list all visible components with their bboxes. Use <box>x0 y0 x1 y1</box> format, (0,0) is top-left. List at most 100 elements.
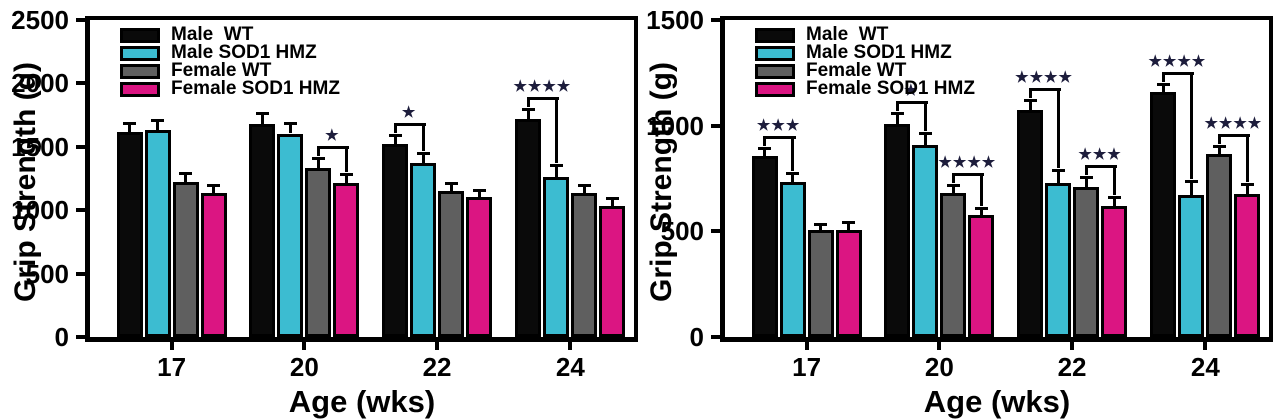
error-bar-cap <box>842 220 856 224</box>
error-bar-cap <box>416 152 430 156</box>
y-axis-title: Grip Strength (g) <box>645 62 678 302</box>
error-bar-cap <box>1212 144 1226 148</box>
error-bar-cap <box>605 197 619 201</box>
significance-bracket <box>1163 71 1195 75</box>
error-bar <box>1161 85 1165 92</box>
x-tick-label: 22 <box>422 352 452 382</box>
significance-bracket <box>1219 133 1251 137</box>
error-bar-cap <box>890 112 904 116</box>
legend-label: Female SOD1 HMZ <box>171 78 340 99</box>
error-bar-cap <box>1107 196 1121 200</box>
significance-stars: ★ <box>401 104 417 122</box>
error-bar <box>260 115 264 124</box>
bar-male-wt-24 <box>515 118 542 337</box>
error-bar <box>582 186 586 194</box>
bar-male-sod1-hmz-20 <box>912 144 939 337</box>
x-tick-label: 20 <box>289 352 319 382</box>
error-bar <box>1084 178 1088 187</box>
significance-bracket-arm <box>554 96 558 164</box>
bar-male-wt-20 <box>884 123 911 337</box>
error-bar-cap <box>814 223 828 227</box>
significance-bracket-arm <box>1056 88 1060 169</box>
legend-row: Male SOD1 HMZ <box>755 43 975 62</box>
significance-bracket-arm <box>1245 133 1249 182</box>
x-tick-mark <box>169 342 174 350</box>
error-bar-cap <box>549 164 563 168</box>
y-tick-label: 500 <box>25 258 69 289</box>
y-tick-label: 1500 <box>11 131 69 162</box>
plot-area: ★ ★ ★★★★ <box>85 16 638 342</box>
legend-swatch-female-wt <box>120 63 160 79</box>
error-bar <box>895 115 899 124</box>
legend: Male WT Male SOD1 HMZ Female WT Female SOD1… <box>120 24 340 99</box>
bar-male-wt-22 <box>382 144 409 337</box>
significance-bracket-arm <box>895 101 899 112</box>
y-tick-label: 1000 <box>646 110 704 141</box>
error-bar <box>763 149 767 157</box>
y-tick-label: 0 <box>689 322 704 352</box>
significance-bracket <box>764 135 796 139</box>
significance-stars: ★★★★ <box>1204 114 1263 132</box>
grip-strength-chart-right: Grip Strength (g) ★★★ ★ ★★★★ ★★★★ ★★★ ★★★★ ★★★… <box>640 0 1280 419</box>
significance-bracket-arm <box>763 135 767 146</box>
x-tick-label: 24 <box>555 352 585 382</box>
y-tick-mark <box>76 335 85 339</box>
error-bar-cap <box>388 134 402 138</box>
error-bar-cap <box>179 171 193 175</box>
error-bar <box>819 226 823 231</box>
legend-swatch-male-wt <box>120 27 160 43</box>
legend-label: Male WT <box>171 24 254 45</box>
error-bar-cap <box>255 112 269 116</box>
bar-female-wt-17 <box>807 230 834 337</box>
error-bar <box>477 191 481 197</box>
bar-female-sod1-hmz-24 <box>1234 194 1261 337</box>
x-tick-label: 20 <box>924 352 954 382</box>
x-tick-label: 17 <box>792 352 822 382</box>
bar-male-sod1-hmz-17 <box>144 129 171 337</box>
error-bar-cap <box>339 172 353 176</box>
error-bar-cap <box>123 121 137 125</box>
bar-female-sod1-hmz-20 <box>968 215 995 337</box>
significance-stars: ★★★★ <box>938 153 997 171</box>
significance-stars: ★★★★ <box>1015 69 1073 87</box>
y-tick-label: 0 <box>54 322 69 352</box>
y-tick-mark <box>76 271 85 276</box>
legend-label: Male WT <box>806 24 889 45</box>
error-bar <box>1217 147 1221 155</box>
bar-female-wt-20 <box>305 167 332 337</box>
significance-bracket-arm <box>923 101 927 132</box>
error-bar-cap <box>1023 99 1037 103</box>
significance-bracket <box>953 172 985 176</box>
y-tick-mark <box>711 18 720 22</box>
x-tick-label: 24 <box>1190 352 1220 382</box>
bar-female-wt-17 <box>172 181 199 337</box>
legend-label: Female WT <box>171 60 272 81</box>
x-tick-mark <box>804 342 809 350</box>
significance-stars: ★★★★ <box>1148 52 1207 70</box>
x-tick-label: 17 <box>157 352 187 382</box>
y-tick-label: 2000 <box>11 68 69 99</box>
y-tick-mark <box>711 229 720 234</box>
error-bar <box>554 167 558 177</box>
error-bar <box>923 135 927 145</box>
significance-bracket-arm <box>393 123 397 134</box>
error-bar-cap <box>1156 82 1170 86</box>
bar-male-sod1-hmz-17 <box>779 181 806 337</box>
legend-swatch-male-sod1-hmz <box>120 45 160 61</box>
x-tick-label: 22 <box>1057 352 1087 382</box>
error-bar <box>316 160 320 168</box>
significance-bracket-arm <box>344 146 348 172</box>
legend-label: Female WT <box>806 60 907 81</box>
significance-bracket-arm <box>1161 71 1165 82</box>
significance-bracket-arm <box>316 146 320 157</box>
legend-swatch-male-wt <box>755 27 795 43</box>
error-bar-cap <box>974 206 988 210</box>
error-bar <box>288 125 292 134</box>
error-bar-cap <box>1051 169 1065 173</box>
bar-female-sod1-hmz-22 <box>466 196 493 337</box>
legend-row: Female WT <box>755 60 975 81</box>
x-tick-mark <box>568 342 573 350</box>
plot-area: ★★★ ★ ★★★★ ★★★★ ★★★ ★★★★ ★★★★ <box>720 16 1273 342</box>
y-tick-mark <box>76 208 85 213</box>
legend-label: Male SOD1 HMZ <box>171 42 317 63</box>
